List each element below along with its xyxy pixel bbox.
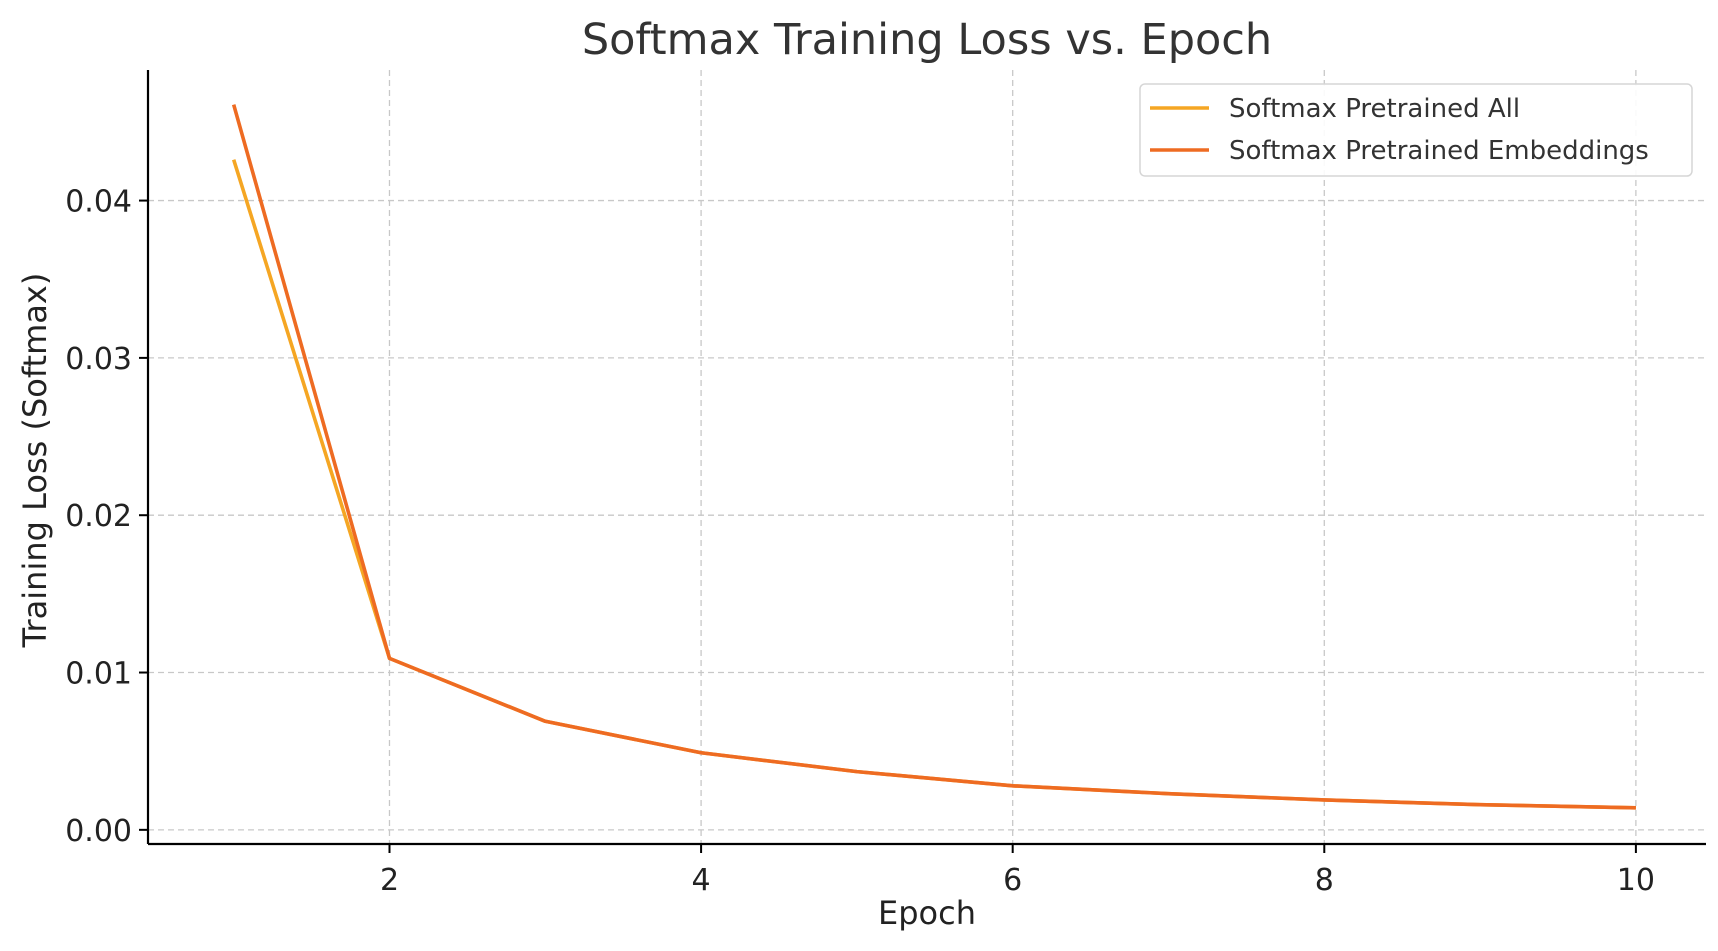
series-line-pretrained-all [231, 159, 1636, 810]
x-tick-label: 8 [1315, 863, 1334, 898]
ticks-layer: 2 4 6 8 10 0.00 0.01 0.02 0.03 0.04 [65, 185, 1655, 898]
x-tick-label: 2 [380, 863, 399, 898]
x-tick-label: 10 [1617, 863, 1655, 898]
legend: Softmax Pretrained All Softmax Pretraine… [1139, 83, 1693, 177]
series-line-pretrained-embeddings [231, 104, 1636, 810]
legend-label-pretrained-all: Softmax Pretrained All [1229, 94, 1520, 124]
y-tick-label: 0.02 [65, 499, 132, 534]
y-tick-label: 0.01 [65, 657, 132, 692]
grid-layer [148, 70, 1706, 844]
legend-box [1139, 83, 1693, 177]
y-tick-label: 0.04 [65, 185, 132, 220]
y-tick-label: 0.03 [65, 342, 132, 377]
x-tick-label: 4 [692, 863, 711, 898]
y-tick-label: 0.00 [65, 814, 132, 849]
chart-title: Softmax Training Loss vs. Epoch [582, 15, 1272, 65]
series-layer [231, 104, 1636, 810]
legend-label-pretrained-embeddings: Softmax Pretrained Embeddings [1229, 136, 1649, 166]
x-tick-label: 6 [1003, 863, 1022, 898]
x-axis-label: Epoch [878, 894, 976, 932]
axes-layer [146, 70, 1706, 846]
y-axis-label: Training Loss (Softmax) [16, 273, 54, 649]
